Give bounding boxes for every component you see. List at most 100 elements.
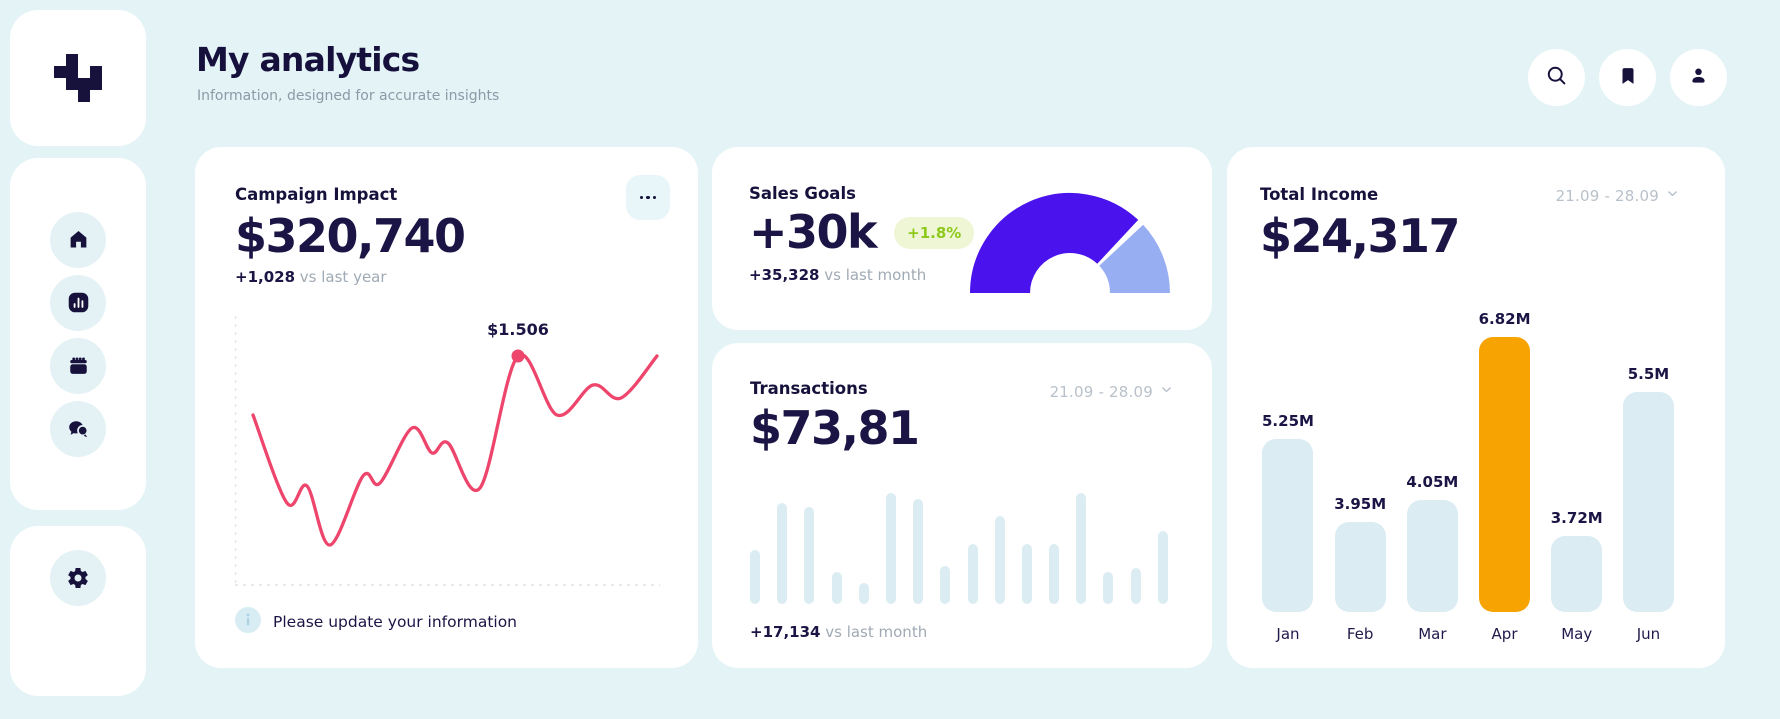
transactions-value: $73,81 bbox=[750, 401, 920, 455]
delta-value: +17,134 bbox=[750, 622, 821, 641]
total-income-card: Total Income 21.09 - 28.09 $24,317 5.25M… bbox=[1227, 147, 1725, 668]
income-month-label: Jan bbox=[1276, 624, 1300, 643]
card-title: Campaign Impact bbox=[235, 185, 398, 204]
delta-label: vs last month bbox=[824, 265, 927, 284]
transaction-bar bbox=[750, 549, 760, 604]
app-logo-icon bbox=[54, 54, 102, 102]
date-range-label: 21.09 - 28.09 bbox=[1555, 186, 1659, 205]
delta-value: +35,328 bbox=[749, 265, 820, 284]
income-month-label: May bbox=[1561, 624, 1593, 643]
analytics-icon bbox=[67, 291, 90, 314]
card-title: Transactions bbox=[750, 379, 868, 398]
sales-goals-card: Sales Goals +30k +1.8% +35,328 vs last m… bbox=[712, 147, 1212, 330]
gauge-segment-achieved bbox=[970, 193, 1139, 293]
income-month-column: 3.72M May bbox=[1550, 297, 1603, 643]
peak-data-point bbox=[511, 349, 525, 363]
income-bar bbox=[1334, 521, 1386, 612]
date-range-selector[interactable]: 21.09 - 28.09 bbox=[1050, 382, 1174, 401]
user-icon bbox=[1687, 64, 1710, 91]
trend-line bbox=[251, 352, 659, 547]
transaction-bar bbox=[1076, 492, 1087, 604]
transaction-bar bbox=[1130, 567, 1141, 604]
transaction-bar bbox=[777, 502, 788, 604]
search-icon bbox=[1544, 63, 1569, 92]
calendar-icon bbox=[67, 354, 90, 377]
home-icon bbox=[67, 228, 90, 251]
income-bar bbox=[1406, 499, 1458, 612]
page-subtitle: Information, designed for accurate insig… bbox=[197, 88, 500, 104]
transaction-bar bbox=[1049, 543, 1060, 604]
growth-badge: +1.8% bbox=[894, 216, 975, 249]
gear-icon bbox=[66, 566, 90, 590]
transaction-bar bbox=[885, 492, 896, 604]
bookmarks-button[interactable] bbox=[1599, 49, 1656, 106]
transaction-bar bbox=[804, 506, 815, 604]
transactions-bar-chart bbox=[750, 491, 1168, 604]
income-bar-value-label: 3.95M bbox=[1334, 494, 1387, 513]
transaction-bar bbox=[831, 571, 842, 604]
transactions-card: Transactions 21.09 - 28.09 $73,81 +17,13… bbox=[712, 343, 1212, 668]
income-bar bbox=[1622, 391, 1674, 612]
transaction-bar bbox=[1103, 571, 1114, 604]
income-month-column: 6.82M Apr bbox=[1478, 297, 1531, 643]
card-title: Sales Goals bbox=[749, 184, 856, 203]
chevron-down-icon bbox=[1665, 186, 1680, 205]
sidebar-item-home[interactable] bbox=[50, 211, 106, 268]
ellipsis-icon bbox=[639, 195, 657, 200]
campaign-value: $320,740 bbox=[235, 209, 466, 263]
info-icon bbox=[235, 606, 261, 637]
sales-gauge-chart bbox=[970, 193, 1170, 293]
profile-button[interactable] bbox=[1670, 49, 1727, 106]
card-menu-button[interactable] bbox=[626, 175, 670, 220]
sidebar-item-analytics[interactable] bbox=[50, 274, 106, 331]
sidebar-settings-card bbox=[10, 526, 146, 696]
income-bar bbox=[1551, 535, 1603, 612]
search-button[interactable] bbox=[1528, 49, 1585, 106]
chevron-down-icon bbox=[1159, 382, 1174, 401]
transactions-delta: +17,134 vs last month bbox=[750, 623, 1174, 641]
peak-annotation: $1.506 bbox=[487, 319, 549, 339]
delta-label: vs last year bbox=[299, 267, 387, 286]
note-text: Please update your information bbox=[273, 612, 518, 631]
campaign-impact-card: Campaign Impact $320,740 +1,028 vs last … bbox=[195, 147, 698, 668]
income-bar-value-label: 6.82M bbox=[1478, 309, 1531, 328]
income-bar-highlighted bbox=[1479, 336, 1531, 612]
income-month-column: 5.5M Jun bbox=[1622, 297, 1674, 643]
campaign-line-chart: $1.506 bbox=[235, 315, 660, 586]
sidebar-nav bbox=[10, 158, 146, 510]
transaction-bar bbox=[940, 565, 951, 604]
sidebar-item-settings[interactable] bbox=[50, 550, 106, 606]
income-month-label: Apr bbox=[1491, 624, 1518, 643]
campaign-note: Please update your information bbox=[235, 606, 658, 637]
sales-delta: +35,328 vs last month bbox=[749, 266, 1212, 284]
delta-value: +1,028 bbox=[235, 267, 296, 286]
page-title: My analytics bbox=[196, 40, 420, 79]
transaction-bar bbox=[858, 582, 869, 604]
income-month-column: 4.05M Mar bbox=[1406, 297, 1459, 643]
income-bar-value-label: 3.72M bbox=[1550, 508, 1603, 527]
transaction-bar bbox=[913, 498, 924, 604]
sales-value: +30k bbox=[749, 205, 878, 259]
income-bar-value-label: 4.05M bbox=[1406, 472, 1459, 491]
sidebar-logo-card bbox=[10, 10, 146, 146]
income-month-label: Jun bbox=[1636, 624, 1661, 643]
campaign-delta: +1,028 vs last year bbox=[235, 268, 658, 286]
transaction-bar bbox=[967, 543, 978, 604]
bookmark-icon bbox=[1617, 65, 1639, 91]
chat-icon bbox=[66, 417, 90, 441]
transaction-bar bbox=[1157, 530, 1168, 604]
transaction-bar bbox=[1021, 543, 1032, 604]
income-bar-value-label: 5.25M bbox=[1262, 411, 1314, 430]
delta-label: vs last month bbox=[825, 622, 928, 641]
date-range-selector[interactable]: 21.09 - 28.09 bbox=[1556, 186, 1680, 205]
income-month-column: 5.25M Jan bbox=[1262, 297, 1314, 643]
income-value: $24,317 bbox=[1260, 209, 1461, 263]
income-month-label: Feb bbox=[1346, 624, 1374, 643]
sidebar-item-calendar[interactable] bbox=[50, 337, 106, 394]
income-bar-chart: 5.25M Jan 3.95M Feb 4.05M Mar 6.82M Apr 3.72M May… bbox=[1262, 297, 1674, 643]
income-month-column: 3.95M Feb bbox=[1334, 297, 1387, 643]
income-month-label: Mar bbox=[1418, 624, 1447, 643]
gauge-segment-remaining bbox=[1098, 224, 1170, 293]
sidebar-item-messages[interactable] bbox=[50, 400, 106, 457]
income-bar bbox=[1262, 438, 1314, 612]
